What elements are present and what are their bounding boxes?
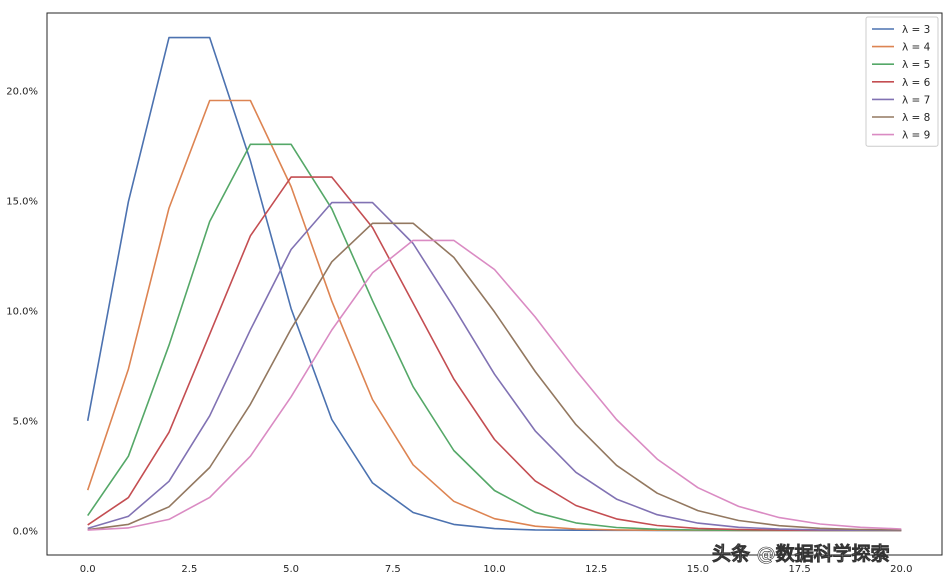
legend-label: λ = 3 bbox=[902, 24, 930, 36]
plot-area bbox=[46, 12, 943, 556]
series-line-7 bbox=[87, 239, 902, 531]
y-tick-label: 0.0% bbox=[13, 526, 38, 537]
legend-label: λ = 6 bbox=[902, 77, 931, 89]
y-tick-label: 15.0% bbox=[6, 196, 38, 207]
x-tick-label: 2.5 bbox=[181, 564, 197, 575]
series-line-4 bbox=[87, 176, 902, 532]
watermark: 头条 @数据科学探索 bbox=[712, 542, 890, 565]
legend-label: λ = 5 bbox=[902, 59, 930, 71]
series-line-6 bbox=[87, 222, 902, 531]
x-tick-label: 0.0 bbox=[80, 564, 96, 575]
legend: λ = 3 λ = 4 λ = 5 λ = 6 λ = 7 λ = 8 λ = 9 bbox=[865, 16, 939, 147]
x-tick-label: 5.0 bbox=[283, 564, 299, 575]
x-tick-label: 12.5 bbox=[585, 564, 607, 575]
legend-box bbox=[865, 16, 939, 147]
x-tick-label: 10.0 bbox=[483, 564, 505, 575]
legend-label: λ = 9 bbox=[902, 130, 930, 142]
legend-label: λ = 7 bbox=[902, 94, 930, 106]
y-tick-label: 5.0% bbox=[13, 416, 38, 427]
legend-label: λ = 4 bbox=[902, 42, 931, 54]
x-tick-label: 17.5 bbox=[788, 564, 810, 575]
x-tick-label: 7.5 bbox=[385, 564, 401, 575]
y-tick-label: 20.0% bbox=[6, 86, 38, 97]
legend-label: λ = 8 bbox=[902, 112, 930, 124]
x-tick-label: 20.0 bbox=[890, 564, 912, 575]
y-tick-label: 10.0% bbox=[6, 306, 38, 317]
x-tick-label: 15.0 bbox=[687, 564, 709, 575]
series-line-5 bbox=[87, 201, 902, 532]
